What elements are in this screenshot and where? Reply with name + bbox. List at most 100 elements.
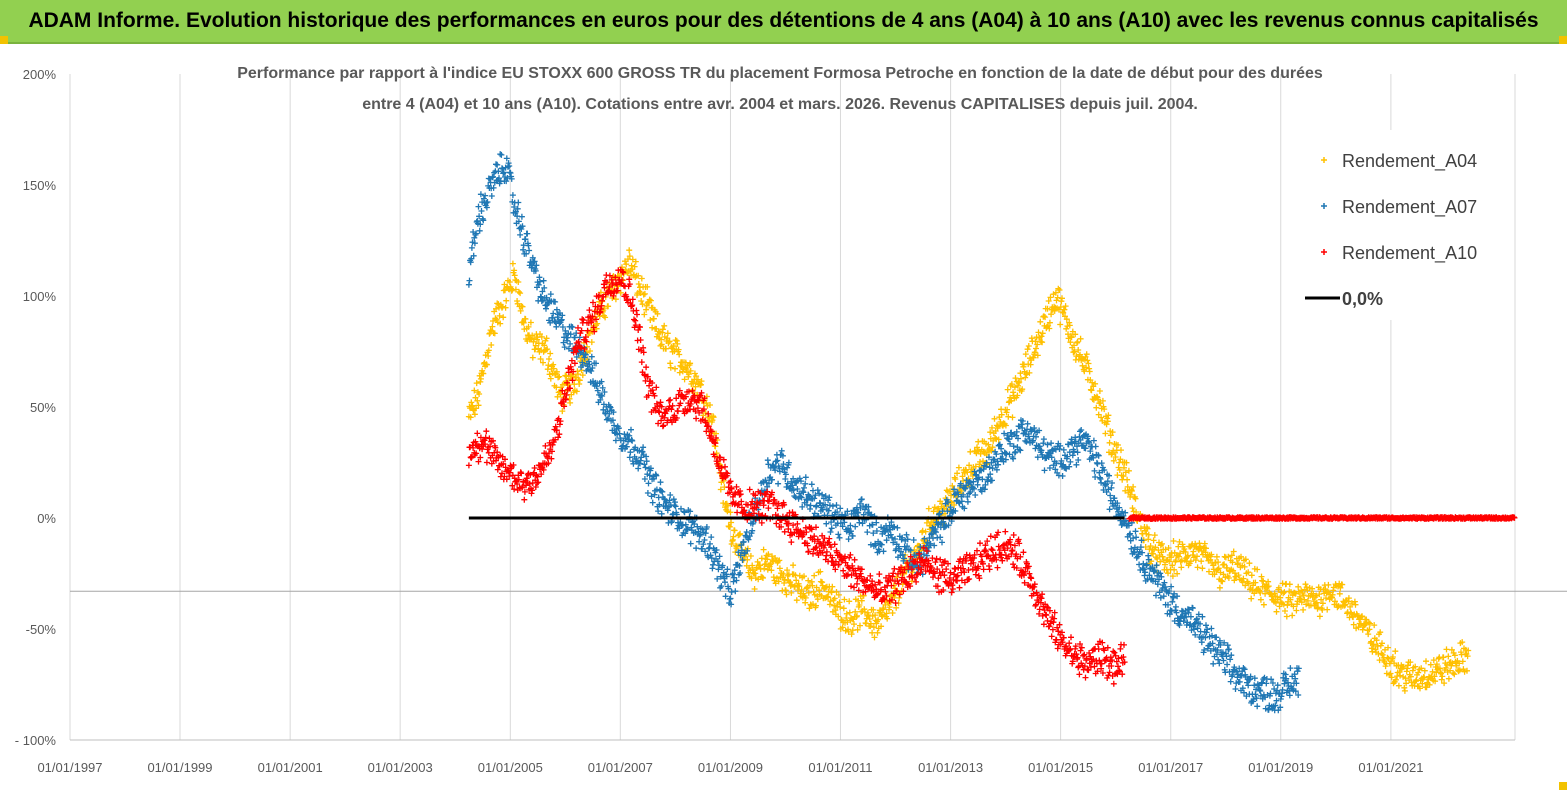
data-point	[1442, 665, 1449, 671]
data-point	[567, 340, 574, 347]
data-point	[538, 333, 545, 340]
data-point	[870, 624, 877, 631]
data-point	[1283, 613, 1290, 620]
data-point	[1260, 601, 1267, 608]
data-point	[764, 566, 771, 573]
report-title: ADAM Informe. Evolution historique des p…	[28, 9, 1539, 32]
data-point	[956, 584, 963, 591]
data-point	[1082, 353, 1089, 360]
data-point	[985, 441, 992, 448]
data-point	[734, 509, 741, 516]
corner-marker	[1559, 36, 1567, 44]
data-point	[1055, 285, 1062, 292]
legend-label: 0,0%	[1342, 289, 1383, 309]
data-point	[658, 341, 665, 348]
data-point	[1439, 673, 1446, 680]
data-point	[719, 562, 726, 569]
data-point	[858, 597, 865, 604]
data-point	[1122, 487, 1129, 494]
data-point	[496, 312, 503, 319]
data-point	[1165, 545, 1172, 551]
data-point	[1068, 334, 1075, 341]
data-point	[1034, 341, 1041, 348]
data-point	[816, 490, 823, 497]
data-point	[1366, 626, 1373, 633]
data-point	[547, 350, 554, 357]
data-point	[737, 570, 744, 576]
data-point	[617, 289, 624, 296]
data-point	[1136, 561, 1143, 568]
data-point	[1044, 441, 1051, 448]
data-point	[672, 365, 678, 372]
data-point	[1370, 641, 1377, 648]
data-point	[1324, 606, 1331, 613]
data-point	[891, 524, 898, 531]
data-point	[589, 365, 596, 371]
data-point	[1373, 637, 1380, 644]
data-point	[1445, 675, 1452, 682]
data-point	[1392, 648, 1399, 655]
data-point	[531, 258, 538, 265]
data-point	[775, 578, 782, 585]
data-point	[857, 622, 863, 629]
data-point	[644, 490, 651, 496]
data-point	[497, 320, 504, 327]
data-point	[703, 428, 710, 435]
data-point	[871, 634, 878, 641]
data-point	[669, 402, 676, 409]
data-point	[1102, 430, 1109, 437]
x-axis-tick-labels: 01/01/1997 01/01/1999 01/01/2001 01/01/2003…	[37, 760, 1423, 775]
data-point	[1083, 351, 1090, 358]
data-point	[1459, 639, 1466, 646]
data-point	[1150, 537, 1157, 544]
data-point	[655, 420, 662, 427]
data-point	[635, 272, 642, 279]
data-point	[854, 612, 860, 619]
x-tick-label: 01/01/2017	[1138, 760, 1203, 775]
data-point	[869, 629, 876, 636]
data-point	[537, 356, 544, 362]
data-point	[841, 596, 848, 603]
data-point	[1245, 569, 1252, 576]
data-point	[1276, 603, 1283, 610]
data-point	[1254, 566, 1261, 573]
data-point	[474, 397, 481, 404]
data-point	[1221, 561, 1228, 568]
data-point	[575, 371, 581, 378]
data-point	[1020, 549, 1027, 556]
data-point	[814, 487, 821, 494]
data-point	[1063, 325, 1070, 332]
data-point	[632, 274, 639, 281]
data-point	[672, 337, 679, 344]
data-point	[1421, 667, 1428, 674]
data-point	[887, 531, 894, 538]
data-point	[1047, 294, 1054, 301]
data-point	[491, 330, 498, 337]
data-point	[1144, 525, 1151, 532]
data-point	[1094, 460, 1101, 467]
data-point	[582, 351, 589, 358]
data-point	[1213, 553, 1220, 560]
data-point	[484, 199, 491, 205]
data-point	[655, 328, 662, 335]
data-point	[739, 557, 746, 564]
data-point	[797, 493, 804, 500]
data-point	[747, 553, 754, 559]
data-point	[1441, 680, 1448, 687]
data-point	[772, 467, 779, 474]
data-point	[1464, 653, 1471, 660]
data-point	[1031, 349, 1038, 356]
data-point	[546, 356, 552, 362]
y-tick-label: 150%	[23, 178, 57, 193]
data-point	[1157, 558, 1164, 565]
data-point	[639, 301, 646, 308]
data-point	[1037, 318, 1044, 325]
data-point	[1045, 298, 1052, 304]
data-point	[579, 372, 586, 379]
data-point	[1245, 682, 1252, 689]
data-point	[1240, 575, 1247, 582]
data-point	[724, 566, 731, 573]
data-point	[1132, 495, 1139, 502]
data-point	[727, 509, 734, 516]
data-point	[496, 175, 502, 182]
